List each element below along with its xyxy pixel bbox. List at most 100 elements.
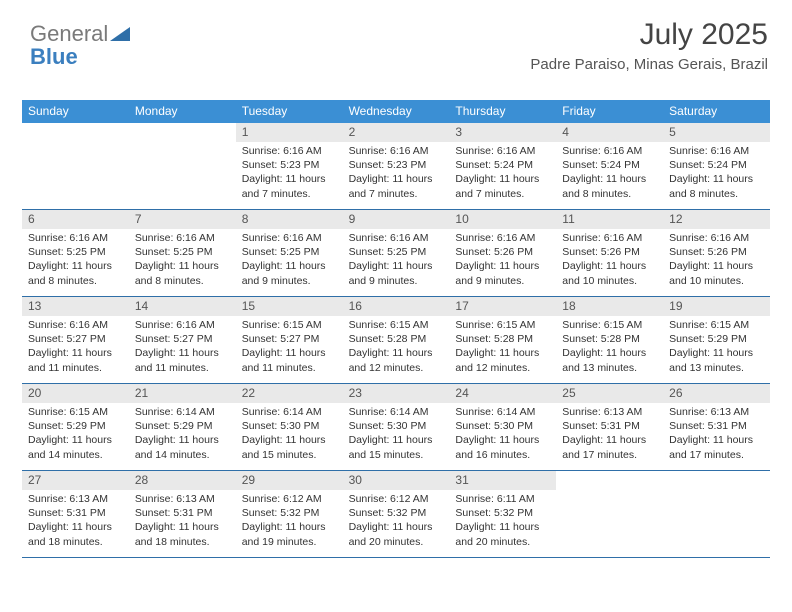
dow-sun: Sunday xyxy=(22,100,129,123)
day-body: Sunrise: 6:16 AMSunset: 5:23 PMDaylight:… xyxy=(343,142,450,207)
sunrise-text: Sunrise: 6:16 AM xyxy=(28,231,123,245)
day-body: Sunrise: 6:14 AMSunset: 5:30 PMDaylight:… xyxy=(343,403,450,468)
calendar-cell: 31Sunrise: 6:11 AMSunset: 5:32 PMDayligh… xyxy=(449,471,556,557)
sunrise-text: Sunrise: 6:13 AM xyxy=(28,492,123,506)
day-body: Sunrise: 6:11 AMSunset: 5:32 PMDaylight:… xyxy=(449,490,556,555)
sunrise-text: Sunrise: 6:16 AM xyxy=(135,318,230,332)
daylight-text: Daylight: 11 hours and 9 minutes. xyxy=(242,259,337,287)
sunrise-text: Sunrise: 6:13 AM xyxy=(562,405,657,419)
sunset-text: Sunset: 5:25 PM xyxy=(135,245,230,259)
day-number: 3 xyxy=(449,123,556,142)
day-body: Sunrise: 6:13 AMSunset: 5:31 PMDaylight:… xyxy=(129,490,236,555)
calendar-cell: 17Sunrise: 6:15 AMSunset: 5:28 PMDayligh… xyxy=(449,297,556,383)
sunrise-text: Sunrise: 6:16 AM xyxy=(455,144,550,158)
dow-fri: Friday xyxy=(556,100,663,123)
calendar-cell: 26Sunrise: 6:13 AMSunset: 5:31 PMDayligh… xyxy=(663,384,770,470)
daylight-text: Daylight: 11 hours and 11 minutes. xyxy=(135,346,230,374)
day-number: 24 xyxy=(449,384,556,403)
calendar-cell: 4Sunrise: 6:16 AMSunset: 5:24 PMDaylight… xyxy=(556,123,663,209)
sunset-text: Sunset: 5:28 PM xyxy=(349,332,444,346)
daylight-text: Daylight: 11 hours and 17 minutes. xyxy=(669,433,764,461)
daylight-text: Daylight: 11 hours and 20 minutes. xyxy=(455,520,550,548)
daylight-text: Daylight: 11 hours and 19 minutes. xyxy=(242,520,337,548)
calendar-week: 27Sunrise: 6:13 AMSunset: 5:31 PMDayligh… xyxy=(22,471,770,558)
sunrise-text: Sunrise: 6:14 AM xyxy=(455,405,550,419)
sunset-text: Sunset: 5:25 PM xyxy=(28,245,123,259)
brand-logo: General Blue xyxy=(30,22,130,68)
dow-sat: Saturday xyxy=(663,100,770,123)
daylight-text: Daylight: 11 hours and 7 minutes. xyxy=(242,172,337,200)
sunrise-text: Sunrise: 6:16 AM xyxy=(669,231,764,245)
day-body: Sunrise: 6:13 AMSunset: 5:31 PMDaylight:… xyxy=(663,403,770,468)
day-number: 21 xyxy=(129,384,236,403)
page-title: July 2025 xyxy=(530,18,768,52)
day-body: Sunrise: 6:16 AMSunset: 5:23 PMDaylight:… xyxy=(236,142,343,207)
daylight-text: Daylight: 11 hours and 17 minutes. xyxy=(562,433,657,461)
dow-thu: Thursday xyxy=(449,100,556,123)
day-number: 20 xyxy=(22,384,129,403)
daylight-text: Daylight: 11 hours and 9 minutes. xyxy=(349,259,444,287)
sunrise-text: Sunrise: 6:16 AM xyxy=(349,231,444,245)
daylight-text: Daylight: 11 hours and 14 minutes. xyxy=(135,433,230,461)
day-number: 11 xyxy=(556,210,663,229)
day-number: 6 xyxy=(22,210,129,229)
calendar-cell: 23Sunrise: 6:14 AMSunset: 5:30 PMDayligh… xyxy=(343,384,450,470)
calendar-cell: 6Sunrise: 6:16 AMSunset: 5:25 PMDaylight… xyxy=(22,210,129,296)
calendar-cell: 11Sunrise: 6:16 AMSunset: 5:26 PMDayligh… xyxy=(556,210,663,296)
calendar-cell: 30Sunrise: 6:12 AMSunset: 5:32 PMDayligh… xyxy=(343,471,450,557)
dow-wed: Wednesday xyxy=(343,100,450,123)
sunset-text: Sunset: 5:25 PM xyxy=(242,245,337,259)
calendar-cell: 29Sunrise: 6:12 AMSunset: 5:32 PMDayligh… xyxy=(236,471,343,557)
day-body: Sunrise: 6:15 AMSunset: 5:27 PMDaylight:… xyxy=(236,316,343,381)
daylight-text: Daylight: 11 hours and 8 minutes. xyxy=(135,259,230,287)
sunrise-text: Sunrise: 6:13 AM xyxy=(135,492,230,506)
location-text: Padre Paraiso, Minas Gerais, Brazil xyxy=(530,56,768,73)
calendar-cell: 20Sunrise: 6:15 AMSunset: 5:29 PMDayligh… xyxy=(22,384,129,470)
daylight-text: Daylight: 11 hours and 15 minutes. xyxy=(242,433,337,461)
calendar-cell: 9Sunrise: 6:16 AMSunset: 5:25 PMDaylight… xyxy=(343,210,450,296)
calendar-cell: 21Sunrise: 6:14 AMSunset: 5:29 PMDayligh… xyxy=(129,384,236,470)
calendar-cell: 24Sunrise: 6:14 AMSunset: 5:30 PMDayligh… xyxy=(449,384,556,470)
calendar-cell: 5Sunrise: 6:16 AMSunset: 5:24 PMDaylight… xyxy=(663,123,770,209)
sunset-text: Sunset: 5:27 PM xyxy=(28,332,123,346)
day-number: 26 xyxy=(663,384,770,403)
calendar-cell: 12Sunrise: 6:16 AMSunset: 5:26 PMDayligh… xyxy=(663,210,770,296)
calendar-cell: 2Sunrise: 6:16 AMSunset: 5:23 PMDaylight… xyxy=(343,123,450,209)
calendar-cell xyxy=(129,123,236,209)
daylight-text: Daylight: 11 hours and 13 minutes. xyxy=(562,346,657,374)
day-number: 8 xyxy=(236,210,343,229)
day-body: Sunrise: 6:13 AMSunset: 5:31 PMDaylight:… xyxy=(556,403,663,468)
day-body: Sunrise: 6:16 AMSunset: 5:25 PMDaylight:… xyxy=(22,229,129,294)
day-body: Sunrise: 6:16 AMSunset: 5:24 PMDaylight:… xyxy=(556,142,663,207)
day-body: Sunrise: 6:15 AMSunset: 5:28 PMDaylight:… xyxy=(556,316,663,381)
calendar-week: 20Sunrise: 6:15 AMSunset: 5:29 PMDayligh… xyxy=(22,384,770,471)
day-body: Sunrise: 6:12 AMSunset: 5:32 PMDaylight:… xyxy=(236,490,343,555)
sunrise-text: Sunrise: 6:12 AM xyxy=(242,492,337,506)
day-number: 10 xyxy=(449,210,556,229)
day-number: 30 xyxy=(343,471,450,490)
calendar-cell: 18Sunrise: 6:15 AMSunset: 5:28 PMDayligh… xyxy=(556,297,663,383)
day-number: 16 xyxy=(343,297,450,316)
sunrise-text: Sunrise: 6:16 AM xyxy=(455,231,550,245)
brand-line1: General xyxy=(30,21,108,46)
day-number: 13 xyxy=(22,297,129,316)
day-body: Sunrise: 6:15 AMSunset: 5:29 PMDaylight:… xyxy=(663,316,770,381)
sunset-text: Sunset: 5:31 PM xyxy=(28,506,123,520)
calendar-week: 13 Sunrise: 6:16 AM Sunset: 5:27 PM Dayligh… xyxy=(22,297,770,384)
sunset-text: Sunset: 5:31 PM xyxy=(562,419,657,433)
daylight-text: Daylight: 11 hours and 13 minutes. xyxy=(669,346,764,374)
sunset-text: Sunset: 5:23 PM xyxy=(349,158,444,172)
calendar-cell: 13Sunrise: 6:16 AMSunset: 5:27 PMDayligh… xyxy=(22,297,129,383)
day-number: 7 xyxy=(129,210,236,229)
calendar-cell: 22Sunrise: 6:14 AMSunset: 5:30 PMDayligh… xyxy=(236,384,343,470)
sunrise-text: Sunrise: 6:15 AM xyxy=(669,318,764,332)
day-number: 18 xyxy=(556,297,663,316)
day-number: 23 xyxy=(343,384,450,403)
sunrise-text: Sunrise: 6:13 AM xyxy=(669,405,764,419)
dow-header: Sunday Monday Tuesday Wednesday Thursday… xyxy=(22,100,770,123)
daylight-text: Daylight: 11 hours and 14 minutes. xyxy=(28,433,123,461)
day-body: Sunrise: 6:14 AMSunset: 5:30 PMDaylight:… xyxy=(236,403,343,468)
day-body: Sunrise: 6:16 AMSunset: 5:26 PMDaylight:… xyxy=(556,229,663,294)
sunset-text: Sunset: 5:32 PM xyxy=(242,506,337,520)
page-heading: July 2025 Padre Paraiso, Minas Gerais, B… xyxy=(530,18,768,73)
